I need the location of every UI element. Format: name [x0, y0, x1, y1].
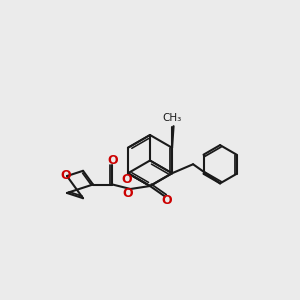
- Text: O: O: [60, 169, 71, 182]
- Text: O: O: [122, 187, 133, 200]
- Text: CH₃: CH₃: [163, 113, 182, 123]
- Text: O: O: [121, 173, 132, 186]
- Text: O: O: [161, 194, 172, 207]
- Text: O: O: [107, 154, 118, 167]
